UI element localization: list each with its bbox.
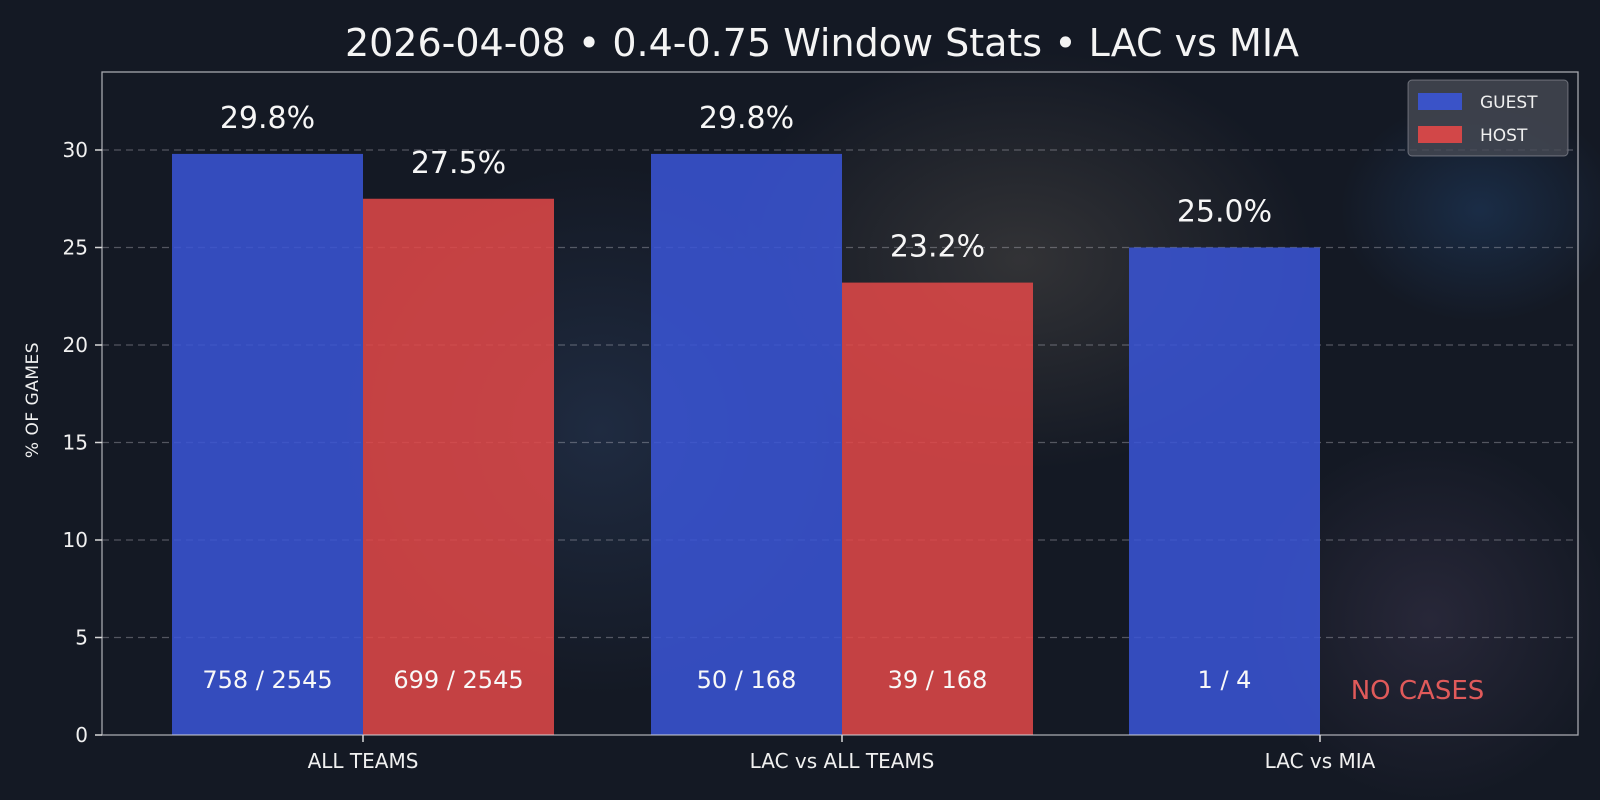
bar-count-label: 699 / 2545 [393,666,523,694]
bar-host-1 [842,282,1033,735]
bar-count-label: 50 / 168 [697,666,797,694]
bar-count-label: 758 / 2545 [202,666,332,694]
axis-ticks: 0 5 10 15 20 25 30 ALL TEAMS LAC vs ALL TEAMS LAC… [63,138,1376,773]
bar-count-label: 39 / 168 [888,666,988,694]
bar-guest-2 [1129,247,1320,735]
legend-label-guest: GUEST [1480,93,1538,113]
y-tick-label: 30 [63,138,88,162]
y-tick-label: 0 [75,723,88,747]
y-tick-label: 5 [75,626,88,650]
plot-frame [101,71,1579,736]
legend: GUEST HOST [1407,79,1569,157]
legend-swatch-guest [1418,93,1462,110]
y-axis-label: % OF GAMES [23,342,43,458]
bar-value-label: 27.5% [411,146,506,181]
bar-guest-0 [172,153,363,735]
bar-value-label: 29.8% [220,101,315,136]
plot-border [101,71,1579,736]
x-tick-label: ALL TEAMS [308,749,419,773]
chart-title: 2026-04-08 • 0.4-0.75 Window Stats • LAC… [345,21,1299,65]
y-tick-label: 25 [63,236,88,260]
bar-guest-1 [651,153,842,735]
y-tick-label: 20 [63,333,88,357]
y-tick-label: 15 [63,431,88,455]
legend-swatch-host [1418,126,1462,143]
bars [172,153,1320,735]
bar-count-label: 1 / 4 [1198,666,1252,694]
x-tick-label: LAC vs ALL TEAMS [750,749,935,773]
y-tick-label: 10 [63,528,88,552]
bar-host-0 [363,198,554,735]
bar-value-label: 23.2% [890,230,985,265]
data-labels: 29.8% 758 / 2545 29.8% 50 / 168 25.0% 1 / 4 27… [202,101,1484,706]
legend-label-host: HOST [1480,126,1528,146]
bar-value-label: 25.0% [1177,195,1272,230]
x-tick-label: LAC vs MIA [1265,749,1376,773]
bar-value-label: 29.8% [699,101,794,136]
no-cases-label: NO CASES [1351,676,1485,706]
